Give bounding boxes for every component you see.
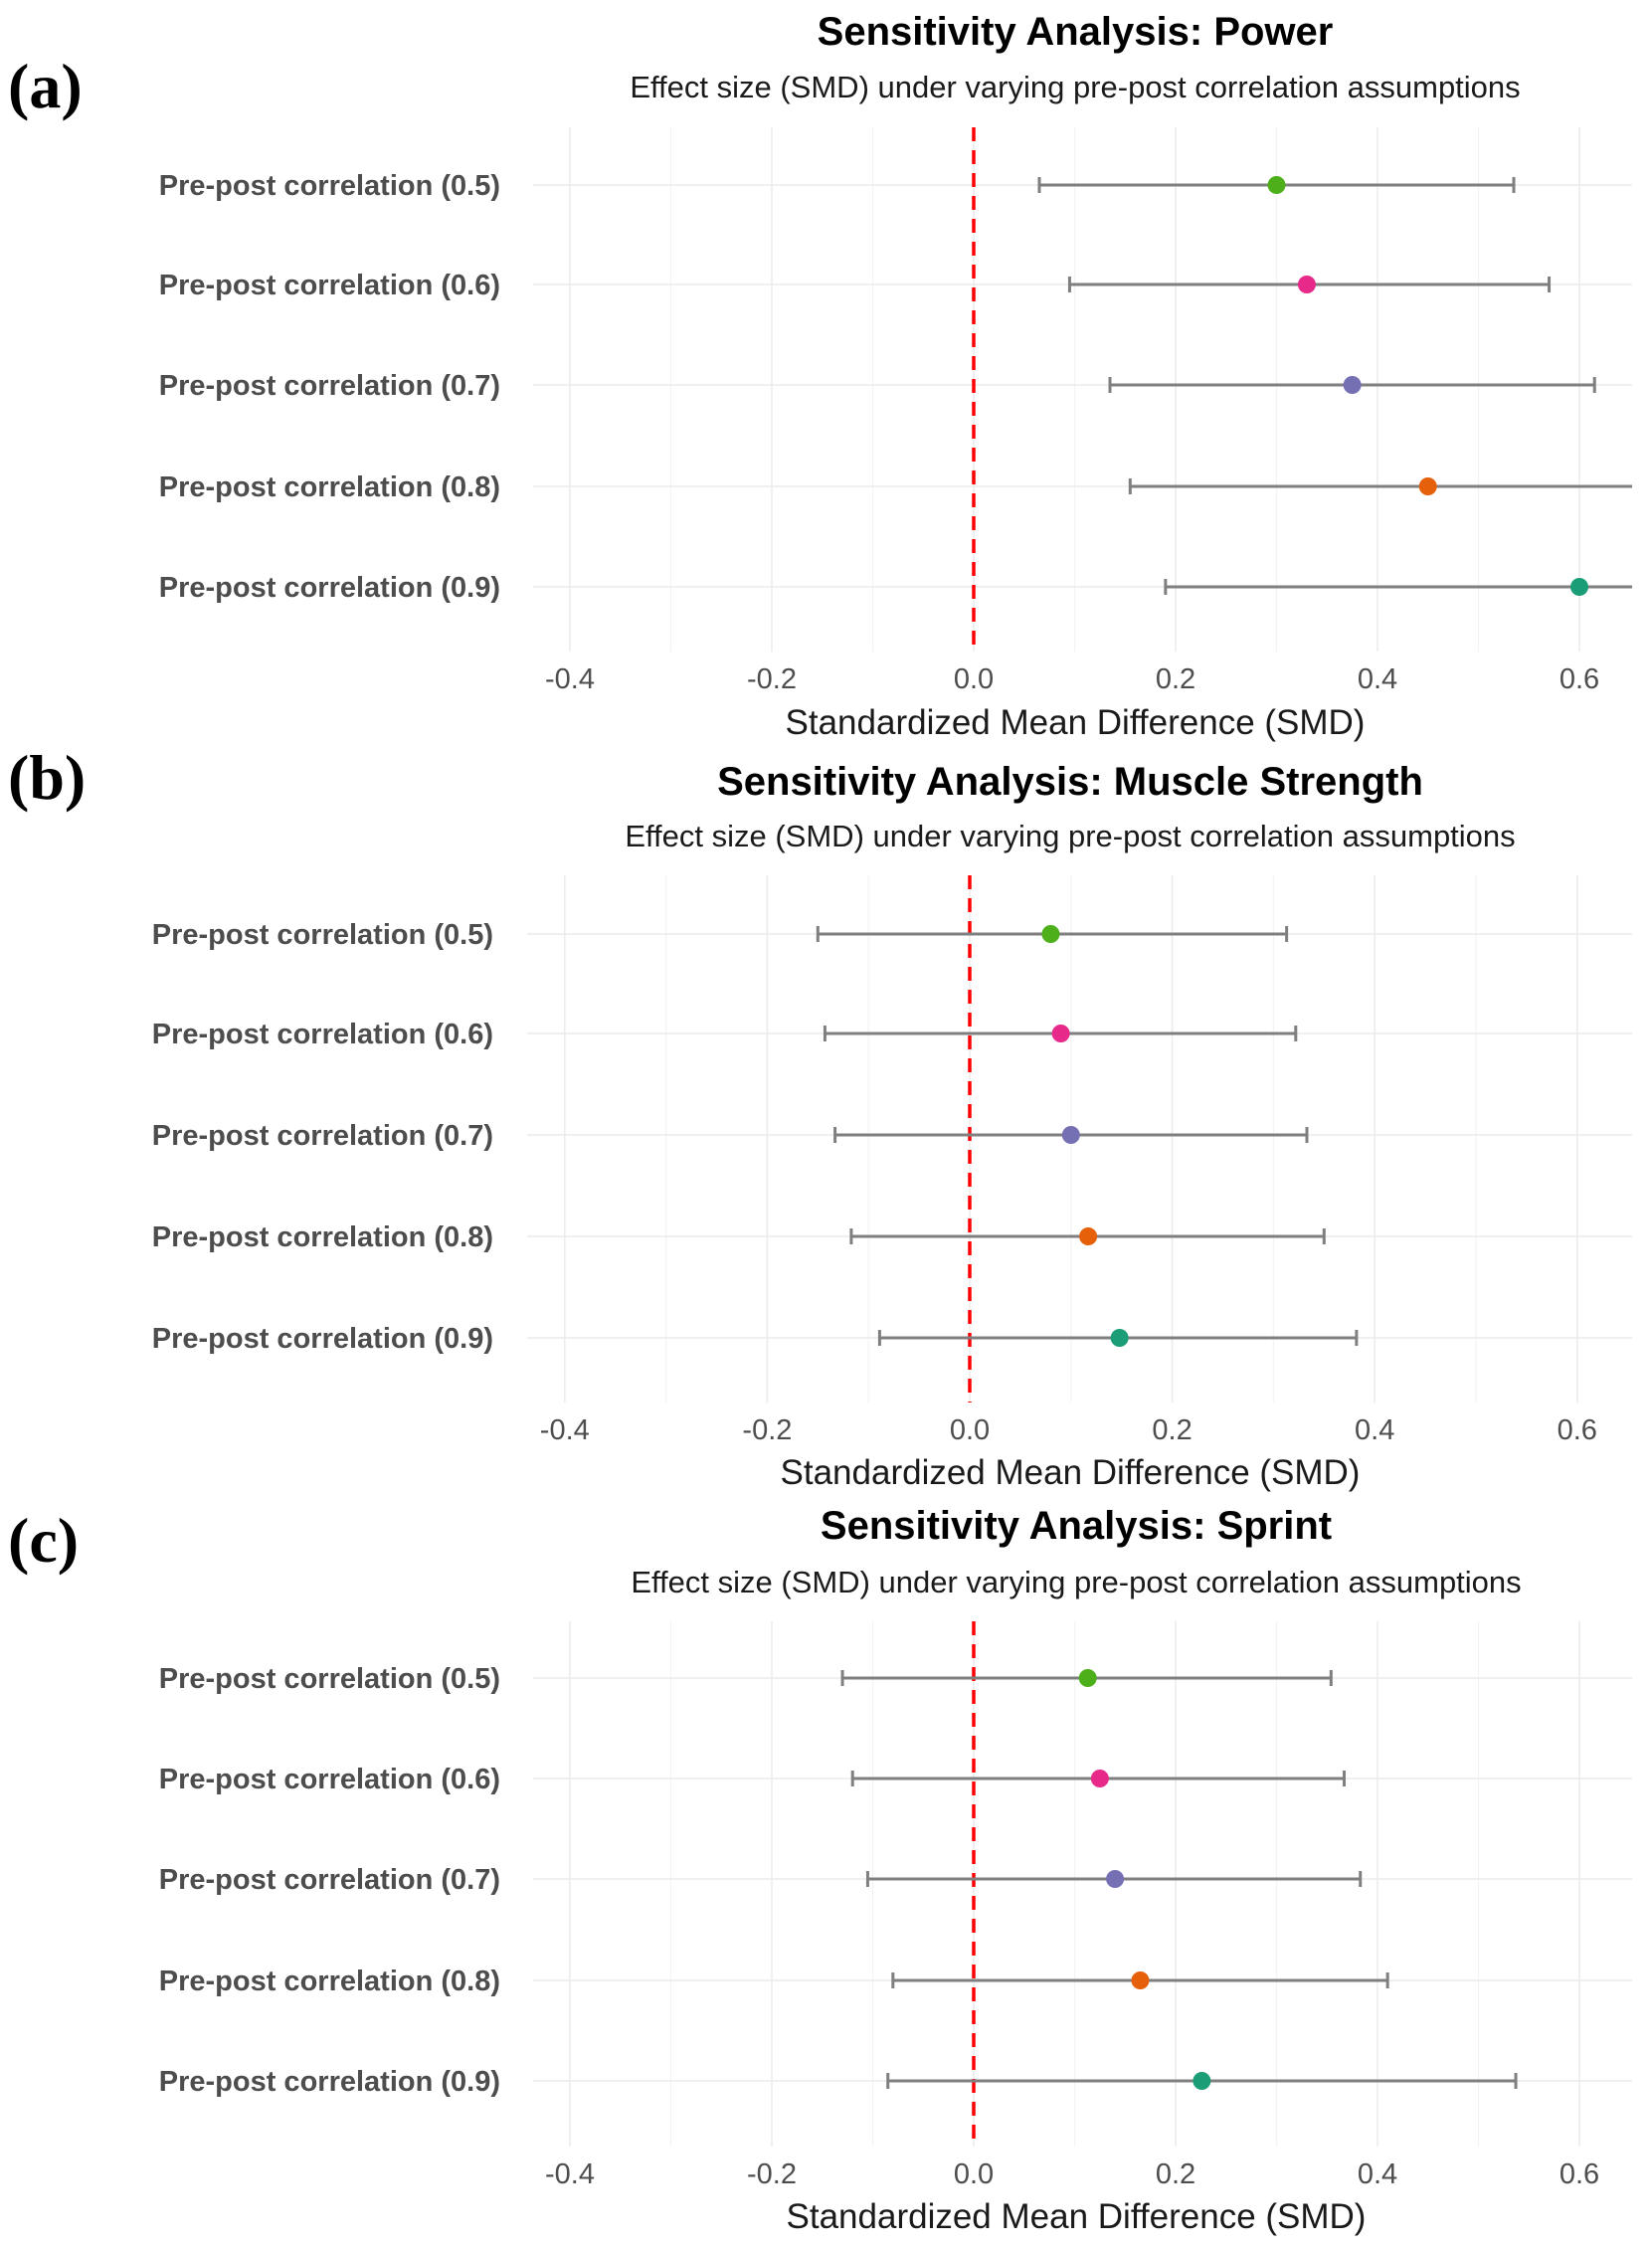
x-tick-label: -0.2 <box>747 2158 797 2190</box>
point-estimate <box>1343 376 1362 394</box>
y-category-label: Pre-post correlation (0.9) <box>152 1323 493 1355</box>
y-category-label: Pre-post correlation (0.8) <box>159 471 500 503</box>
chart-title: Sensitivity Analysis: Muscle Strength <box>717 760 1423 804</box>
x-tick-label: -0.2 <box>742 1414 792 1446</box>
x-tick-label: 0.6 <box>1560 663 1599 695</box>
x-axis-label: Standardized Mean Difference (SMD) <box>786 703 1366 742</box>
x-tick-label: 0.2 <box>1156 2158 1195 2190</box>
y-category-label: Pre-post correlation (0.8) <box>159 1966 500 1997</box>
x-tick-label: 0.0 <box>950 1414 990 1446</box>
chart-title: Sensitivity Analysis: Sprint <box>821 1504 1332 1548</box>
y-category-label: Pre-post correlation (0.9) <box>159 572 500 604</box>
x-tick-label: 0.6 <box>1558 1414 1597 1446</box>
y-category-label: Pre-post correlation (0.7) <box>152 1120 493 1152</box>
point-estimate <box>1106 1870 1125 1888</box>
x-tick-label: 0.4 <box>1358 663 1397 695</box>
point-estimate <box>1267 176 1286 194</box>
panel-a: (a) Sensitivity Analysis: Power Effect s… <box>8 10 1632 742</box>
x-tick-label: 0.0 <box>954 663 994 695</box>
panel-label: (b) <box>8 742 86 813</box>
point-estimate <box>1051 1025 1070 1042</box>
x-tick-label: 0.2 <box>1152 1414 1192 1446</box>
y-category-label: Pre-post correlation (0.9) <box>159 2066 500 2098</box>
panel-b: (b) Sensitivity Analysis: Muscle Strengt… <box>8 742 1632 1492</box>
y-category-label: Pre-post correlation (0.7) <box>159 1864 500 1896</box>
y-category-label: Pre-post correlation (0.5) <box>152 919 493 951</box>
y-category-label: Pre-post correlation (0.8) <box>152 1221 493 1253</box>
x-tick-label: 0.0 <box>954 2158 994 2190</box>
chart-title: Sensitivity Analysis: Power <box>818 10 1334 54</box>
chart-subtitle: Effect size (SMD) under varying pre-post… <box>631 1565 1521 1599</box>
y-category-label: Pre-post correlation (0.5) <box>159 1663 500 1695</box>
point-estimate <box>1131 1971 1150 1989</box>
point-estimate <box>1078 1669 1097 1687</box>
x-axis-label: Standardized Mean Difference (SMD) <box>787 2197 1367 2236</box>
x-axis-label: Standardized Mean Difference (SMD) <box>781 1453 1361 1492</box>
y-category-label: Pre-post correlation (0.6) <box>159 270 500 301</box>
x-tick-label: 0.4 <box>1358 2158 1397 2190</box>
panel-label: (c) <box>8 1505 79 1576</box>
chart-subtitle: Effect size (SMD) under varying pre-post… <box>625 819 1515 853</box>
point-estimate <box>1570 578 1588 596</box>
point-estimate <box>1418 477 1437 495</box>
point-estimate <box>1297 276 1316 293</box>
y-category-label: Pre-post correlation (0.6) <box>152 1019 493 1050</box>
panel-label: (a) <box>8 51 83 121</box>
point-estimate <box>1079 1227 1098 1245</box>
point-estimate <box>1193 2072 1211 2090</box>
y-category-label: Pre-post correlation (0.5) <box>159 170 500 202</box>
chart-subtitle: Effect size (SMD) under varying pre-post… <box>630 70 1520 104</box>
x-tick-label: -0.4 <box>545 2158 595 2190</box>
point-estimate <box>1090 1770 1109 1787</box>
point-estimate <box>1110 1329 1129 1347</box>
x-tick-label: -0.4 <box>545 663 595 695</box>
panel-c: (c) Sensitivity Analysis: Sprint Effect … <box>8 1504 1632 2236</box>
point-estimate <box>1041 925 1060 943</box>
x-tick-label: 0.4 <box>1355 1414 1394 1446</box>
x-tick-label: 0.2 <box>1156 663 1195 695</box>
point-estimate <box>1061 1126 1080 1144</box>
x-tick-label: -0.4 <box>540 1414 590 1446</box>
x-tick-label: -0.2 <box>747 663 797 695</box>
y-category-label: Pre-post correlation (0.7) <box>159 370 500 402</box>
x-tick-label: 0.6 <box>1560 2158 1599 2190</box>
y-category-label: Pre-post correlation (0.6) <box>159 1764 500 1795</box>
